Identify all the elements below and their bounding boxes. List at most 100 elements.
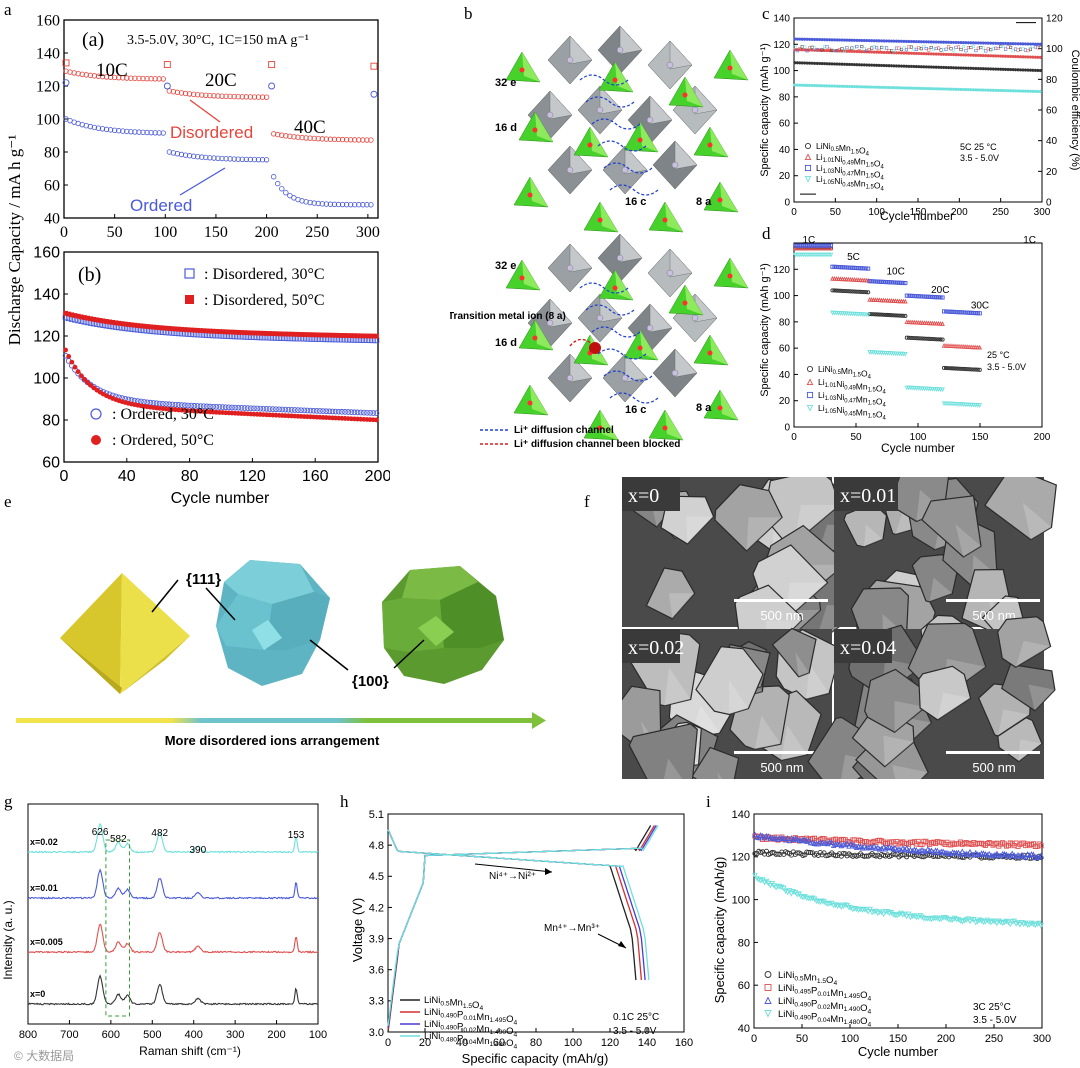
data-point-d bbox=[840, 288, 845, 293]
composition-label: x=0 bbox=[628, 485, 659, 507]
x-tick-label: 150 bbox=[910, 207, 927, 218]
data-point-disordered bbox=[186, 91, 193, 97]
data-point-disordered bbox=[303, 135, 309, 141]
data-point-b bbox=[292, 331, 298, 337]
efficiency-point bbox=[885, 46, 889, 50]
data-point-i bbox=[972, 849, 979, 856]
efficiency-point bbox=[947, 45, 951, 49]
data-point-d bbox=[975, 367, 980, 372]
data-point-b bbox=[151, 324, 156, 330]
legend-marker-c bbox=[804, 164, 812, 172]
data-point-disordered bbox=[152, 76, 158, 82]
data-point-d bbox=[957, 366, 962, 371]
efficiency-point bbox=[949, 47, 953, 51]
data-point-b bbox=[289, 331, 295, 337]
data-point-d bbox=[922, 336, 927, 341]
data-point-b bbox=[354, 409, 361, 416]
data-point-i bbox=[842, 841, 849, 848]
data-point-i bbox=[890, 845, 897, 852]
data-point-disordered bbox=[156, 76, 162, 82]
data-point-i bbox=[901, 846, 908, 853]
data-point-disordered bbox=[99, 73, 106, 80]
legend-text-h: LiNi0.490P0.02Mn1.490O4 bbox=[424, 1019, 518, 1039]
data-point-i bbox=[913, 847, 920, 853]
data-point-b bbox=[295, 335, 301, 342]
transition-metal-atom bbox=[666, 269, 674, 277]
data-point-d bbox=[940, 387, 945, 393]
sem-crystal bbox=[645, 567, 696, 620]
data-point-i bbox=[867, 906, 873, 913]
efficiency-point bbox=[902, 46, 906, 50]
legend-text-d: Li1.01Ni0.49Mn1.5O4 bbox=[818, 377, 886, 396]
data-point-disordered bbox=[239, 94, 245, 100]
data-point-i bbox=[767, 882, 774, 889]
data-point-i bbox=[892, 844, 898, 851]
legend-text-c: Li1.05Ni0.45Mn1.5O4 bbox=[816, 174, 884, 193]
data-point-d bbox=[838, 288, 843, 293]
data-point-d bbox=[920, 336, 925, 341]
data-point-i bbox=[882, 845, 889, 852]
y2-tick-label: 80 bbox=[1046, 75, 1058, 86]
data-point-i bbox=[976, 917, 983, 924]
legend-marker-dis50 bbox=[185, 295, 194, 304]
tetrahedron-face bbox=[640, 122, 658, 152]
data-point-b bbox=[320, 408, 326, 414]
efficiency-point bbox=[996, 46, 1000, 51]
y-tick-label: 0 bbox=[784, 423, 790, 434]
efficiency-point bbox=[1001, 44, 1005, 49]
data-point-disordered bbox=[215, 93, 221, 99]
data-point-disordered bbox=[124, 75, 130, 81]
x-axis-label-b: Cycle number bbox=[171, 490, 270, 507]
x-tick-label: 40 bbox=[456, 1037, 468, 1049]
data-point-b bbox=[72, 313, 78, 318]
facet-100-label: {100} bbox=[352, 673, 389, 690]
sem-crystal-facet bbox=[668, 593, 695, 619]
data-point-b bbox=[169, 401, 176, 408]
data-point-b bbox=[345, 409, 352, 415]
disorder-caption: More disordered ions arrangement bbox=[165, 733, 380, 748]
rate-label: 1C bbox=[802, 235, 815, 246]
peak-label: 390 bbox=[190, 845, 207, 856]
legend-dis30: : Disordered, 30°C bbox=[204, 266, 325, 283]
data-point-i bbox=[915, 914, 921, 921]
outlier-point bbox=[163, 61, 171, 68]
data-point-b bbox=[304, 335, 311, 342]
data-point-d bbox=[860, 289, 865, 295]
oxygen-atom bbox=[682, 92, 688, 98]
sem-crystal-facet bbox=[814, 524, 869, 565]
data-point-ordered bbox=[195, 153, 201, 160]
charge-curve bbox=[387, 825, 659, 1026]
sem-crystal-facet bbox=[754, 715, 781, 750]
data-point-i bbox=[967, 848, 973, 855]
transition-metal-ion-8a bbox=[589, 342, 601, 354]
data-point-disordered bbox=[360, 137, 366, 143]
y2-tick-label: 0 bbox=[1046, 198, 1052, 209]
y-tick-label: 3.3 bbox=[369, 996, 384, 1008]
data-point-disordered bbox=[356, 137, 362, 143]
data-point-ordered bbox=[235, 156, 241, 162]
efficiency-point bbox=[800, 45, 804, 49]
data-point-i bbox=[865, 844, 872, 851]
note-d-2: 3.5 - 5.0V bbox=[987, 362, 1026, 372]
inner-label-a: (a) bbox=[82, 29, 104, 51]
disorder-gradient-bar bbox=[16, 718, 532, 723]
data-point-d bbox=[848, 289, 853, 294]
data-point-b bbox=[342, 333, 348, 338]
data-point-c bbox=[1038, 55, 1042, 59]
data-point-d bbox=[932, 337, 937, 342]
data-point-disordered bbox=[71, 70, 77, 76]
data-point-b bbox=[307, 336, 314, 342]
data-point-i bbox=[809, 895, 816, 902]
data-point-b bbox=[229, 404, 235, 411]
data-point-b bbox=[313, 407, 320, 414]
efficiency-point bbox=[842, 49, 846, 53]
efficiency-point bbox=[1011, 49, 1015, 53]
data-point-b bbox=[235, 329, 241, 335]
data-point-b bbox=[182, 327, 188, 332]
x-tick-label: 300 bbox=[226, 1029, 244, 1041]
data-point-ordered bbox=[331, 201, 338, 208]
li-diffusion-path bbox=[585, 96, 635, 108]
data-point-b bbox=[213, 403, 220, 410]
y-tick-label: 120 bbox=[773, 40, 790, 51]
data-point-b bbox=[147, 324, 153, 330]
